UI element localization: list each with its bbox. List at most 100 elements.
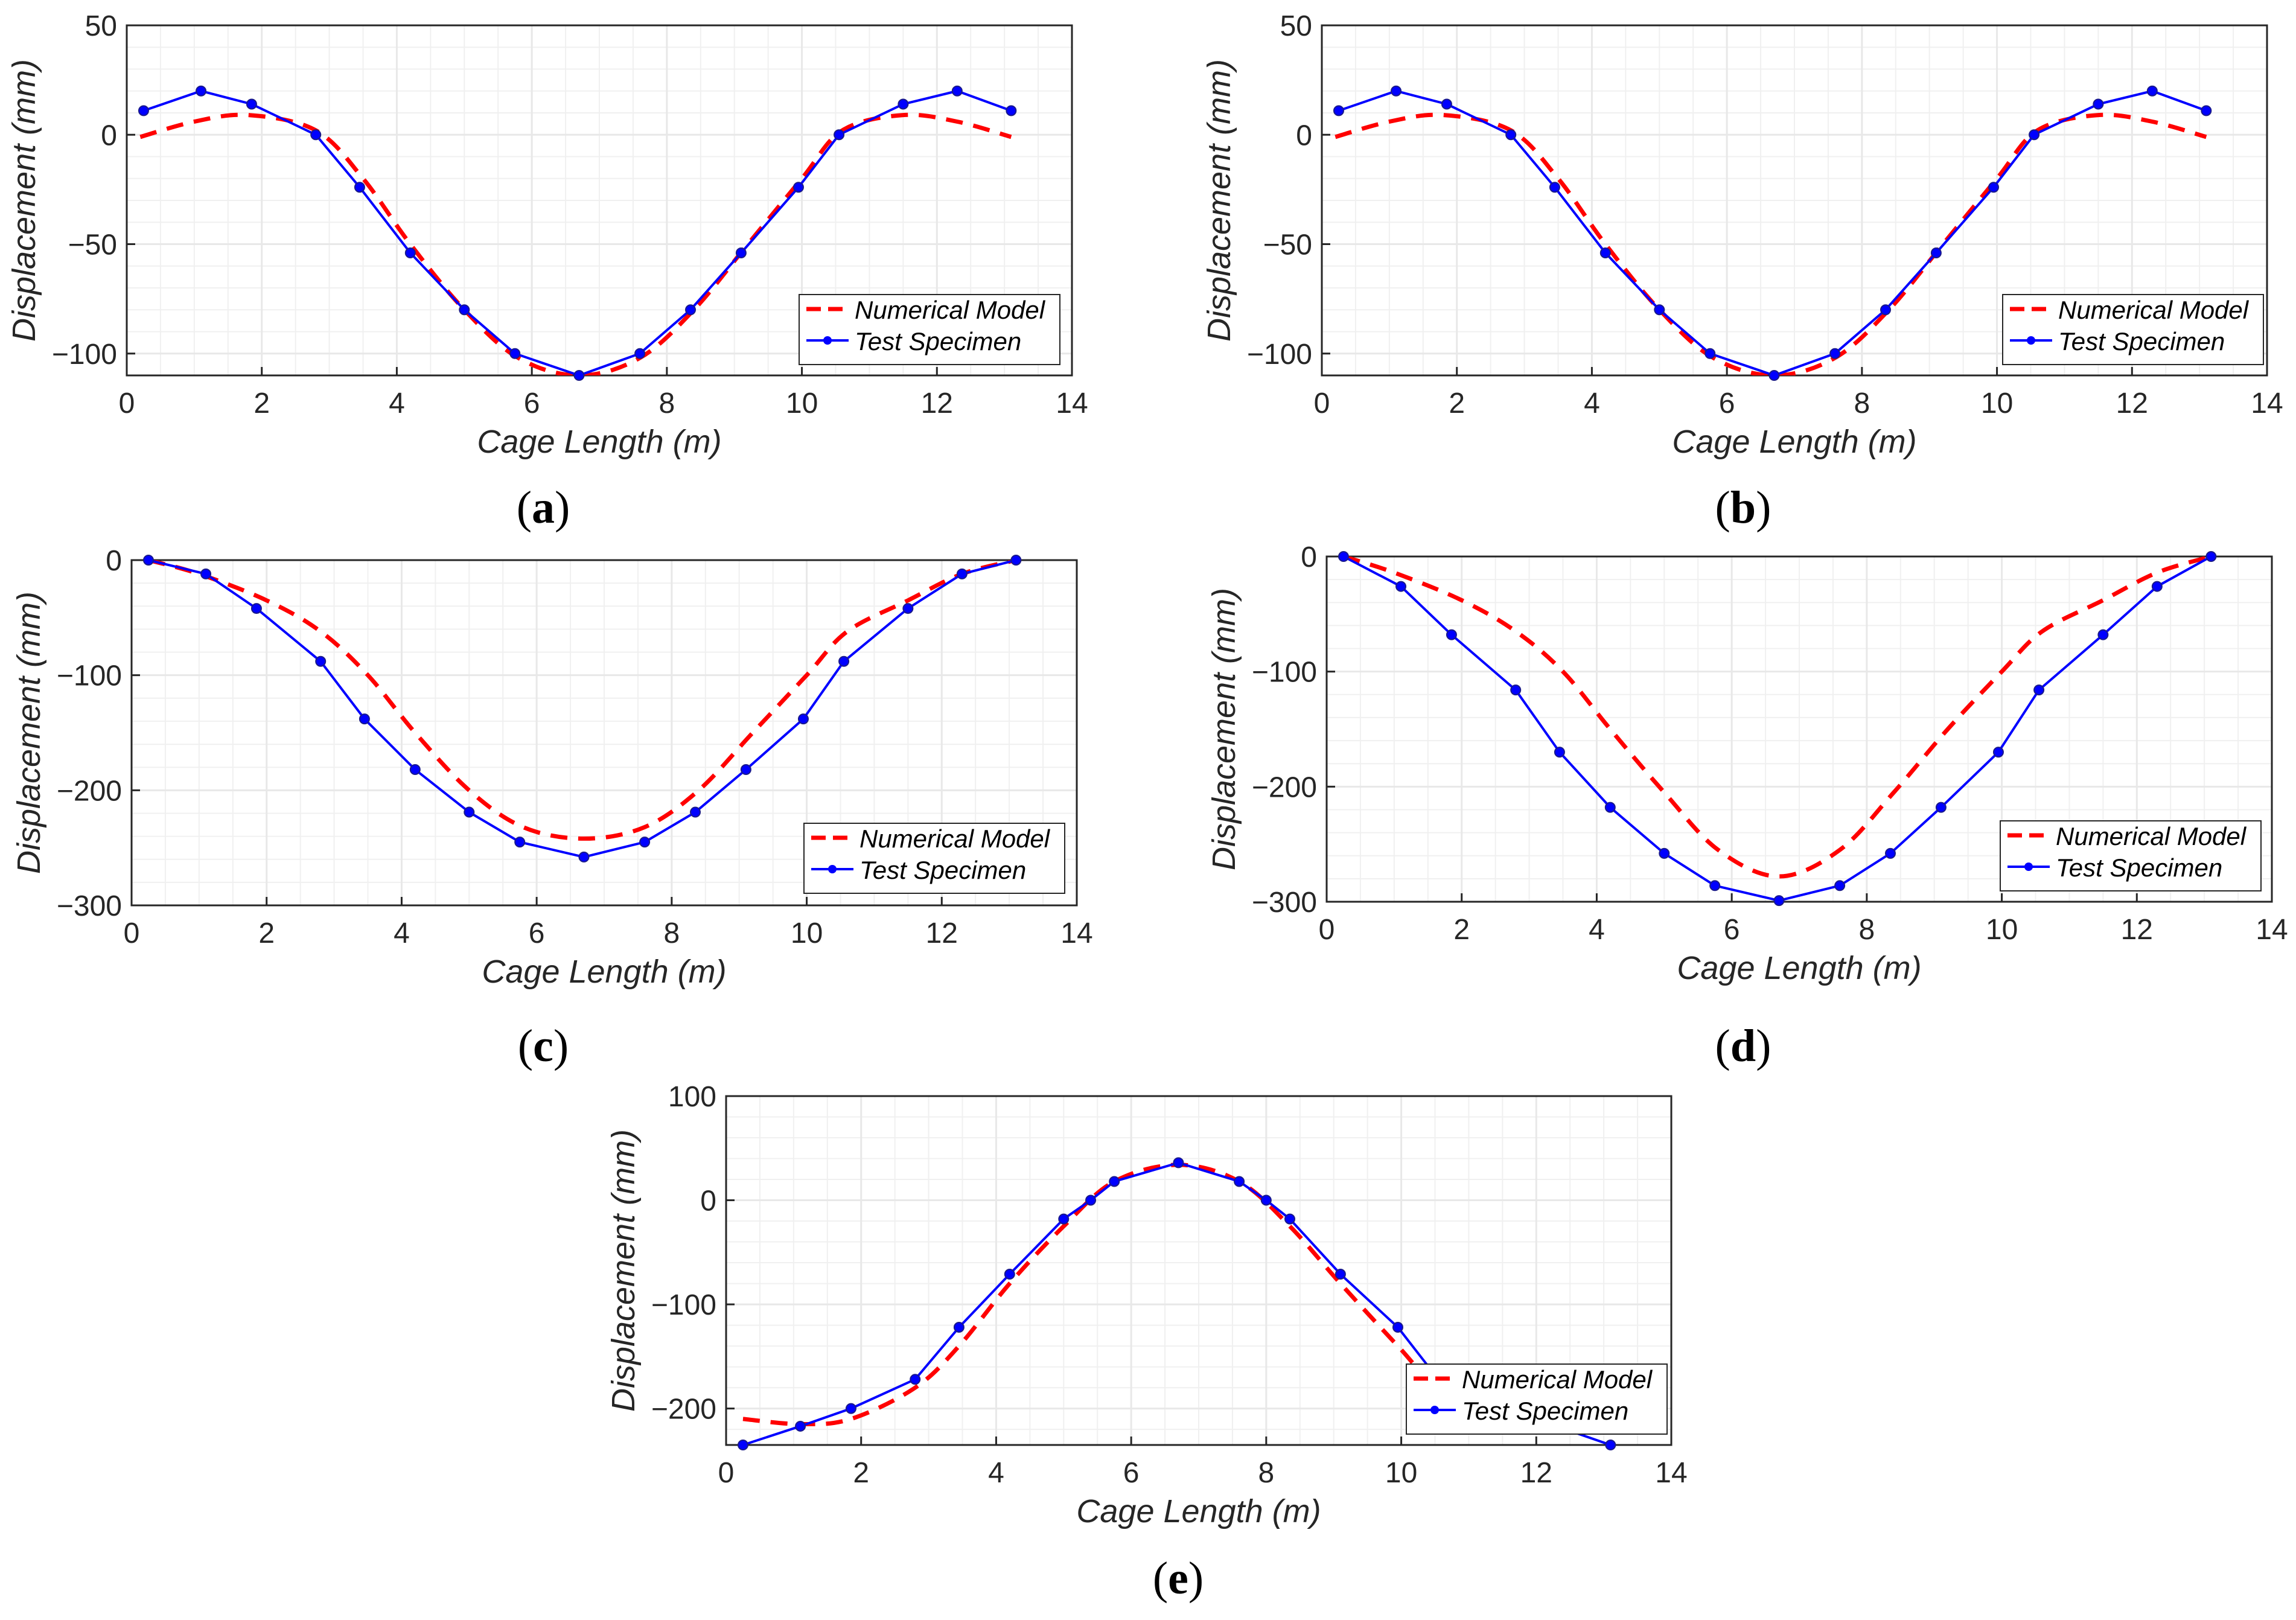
legend-test-label: Test Specimen xyxy=(855,327,1021,356)
x-axis-label: Cage Length (m) xyxy=(477,424,721,460)
test-specimen-point xyxy=(735,247,747,258)
test-specimen-point xyxy=(1284,1213,1296,1225)
x-tick-label: 10 xyxy=(1385,1457,1417,1489)
legend-box xyxy=(2000,820,2262,891)
test-specimen-point xyxy=(2201,105,2212,116)
y-tick-label: −300 xyxy=(1252,887,1317,919)
test-specimen-point xyxy=(834,129,845,141)
legend: Numerical Model Test Specimen xyxy=(1406,1363,1668,1435)
test-specimen-point xyxy=(1505,129,1517,141)
test-specimen-point xyxy=(2029,129,2040,141)
test-specimen-point xyxy=(2151,581,2163,592)
test-specimen-point xyxy=(1085,1194,1097,1206)
x-tick-label: 14 xyxy=(1056,387,1088,419)
test-specimen-point xyxy=(1335,1269,1346,1280)
y-tick-label: −100 xyxy=(1247,339,1312,371)
test-specimen-point xyxy=(409,764,421,776)
series-numerical-model-line xyxy=(139,112,1012,375)
test-specimen-point xyxy=(737,1440,748,1450)
test-specimen-point xyxy=(1510,684,1522,696)
legend: Numerical Model Test Specimen xyxy=(803,823,1065,894)
test-specimen-point xyxy=(1988,182,1999,193)
y-tick-label: 100 xyxy=(668,1081,716,1113)
x-tick-label: 2 xyxy=(853,1457,869,1489)
x-tick-label: 8 xyxy=(664,917,680,949)
test-specimen-point xyxy=(1338,551,1349,562)
test-specimen-point xyxy=(1768,370,1780,381)
x-tick-label: 12 xyxy=(1520,1457,1552,1489)
test-specimen-point xyxy=(1880,304,1892,316)
test-specimen-point xyxy=(634,348,646,359)
test-specimen-point xyxy=(1058,1213,1070,1225)
test-specimen-point xyxy=(138,105,149,116)
test-specimen-point xyxy=(2093,98,2104,110)
legend-box xyxy=(803,823,1065,894)
x-tick-label: 4 xyxy=(1584,387,1600,419)
test-specimen-point xyxy=(354,182,365,193)
test-specimen-point xyxy=(2205,551,2217,562)
test-specimen-point xyxy=(1395,581,1407,592)
test-specimen-point xyxy=(1704,348,1716,359)
test-specimen-point xyxy=(2146,85,2158,97)
test-specimen-point xyxy=(1709,880,1721,891)
test-specimen-point xyxy=(1173,1157,1184,1169)
x-tick-label: 10 xyxy=(791,917,823,949)
legend-box xyxy=(2002,294,2264,365)
y-tick-label: 0 xyxy=(1296,120,1312,151)
test-specimen-point xyxy=(1935,802,1947,813)
x-tick-label: 4 xyxy=(389,387,405,419)
test-specimen-point xyxy=(690,806,701,818)
x-tick-label: 0 xyxy=(124,917,140,949)
y-tick-label: 0 xyxy=(106,545,122,577)
x-axis-label: Cage Length (m) xyxy=(482,954,726,990)
test-specimen-point xyxy=(1010,555,1022,566)
test-specimen-point xyxy=(845,1403,856,1414)
test-specimen-point xyxy=(573,370,585,381)
test-specimen-point xyxy=(902,603,914,614)
legend-numerical-label: Numerical Model xyxy=(2056,822,2247,850)
test-specimen-point xyxy=(1554,747,1565,758)
test-specimen-point xyxy=(196,85,207,97)
y-tick-label: −100 xyxy=(52,339,117,371)
x-tick-label: 0 xyxy=(718,1457,735,1489)
legend-test-label: Test Specimen xyxy=(2058,327,2225,356)
legend-test-label: Test Specimen xyxy=(1462,1397,1628,1425)
chart-panel-a: 0 2 4 6 8 10 12 14 −100 −50 0 50 Cage Length (m) Disp… xyxy=(6,10,1088,533)
test-specimen-point xyxy=(1109,1176,1120,1187)
x-tick-label: 10 xyxy=(786,387,818,419)
test-specimen-point xyxy=(956,568,968,579)
test-specimen-point xyxy=(1605,1440,1616,1450)
x-tick-label: 0 xyxy=(1319,914,1335,946)
chart-panel-c: 0 2 4 6 8 10 12 14 −300 −200 −100 0 Cage Length (m) D… xyxy=(11,545,1093,1071)
test-specimen-point xyxy=(2097,629,2109,640)
x-tick-label: 4 xyxy=(1589,914,1605,946)
chart-panel-d: 0 2 4 6 8 10 12 14 −300 −200 −100 0 Cage Length (m) D… xyxy=(1206,541,2288,1071)
test-specimen-point xyxy=(250,603,262,614)
y-tick-label: 0 xyxy=(1301,541,1317,573)
legend-test-marker xyxy=(2027,336,2035,345)
legend-box xyxy=(1406,1363,1668,1435)
test-specimen-point xyxy=(1446,629,1457,640)
legend: Numerical Model Test Specimen xyxy=(2000,820,2262,891)
legend-numerical-label: Numerical Model xyxy=(2058,296,2250,324)
x-tick-label: 12 xyxy=(921,387,953,419)
x-tick-label: 8 xyxy=(1854,387,1870,419)
test-specimen-point xyxy=(1392,1322,1403,1333)
chart-panel-e: 0 2 4 6 8 10 12 14 −200 −100 0 100 Cage Length (m) Di… xyxy=(605,1081,1688,1604)
y-tick-label: −300 xyxy=(57,890,122,922)
test-specimen-point xyxy=(1930,247,1942,258)
legend-test-label: Test Specimen xyxy=(2056,853,2222,882)
y-axis-label: Displacement (mm) xyxy=(6,59,42,342)
legend-test-marker xyxy=(828,865,837,873)
test-specimen-point xyxy=(1004,1269,1015,1280)
x-axis-label: Cage Length (m) xyxy=(1677,950,1921,986)
panel-label-c: (c) xyxy=(518,1021,569,1071)
test-specimen-point xyxy=(1599,247,1611,258)
x-tick-label: 8 xyxy=(1859,914,1875,946)
test-specimen-point xyxy=(953,1322,965,1333)
legend-box xyxy=(799,294,1060,365)
axes-frame xyxy=(130,559,1078,907)
test-specimen-point xyxy=(1885,847,1896,859)
test-specimen-point xyxy=(310,129,322,141)
